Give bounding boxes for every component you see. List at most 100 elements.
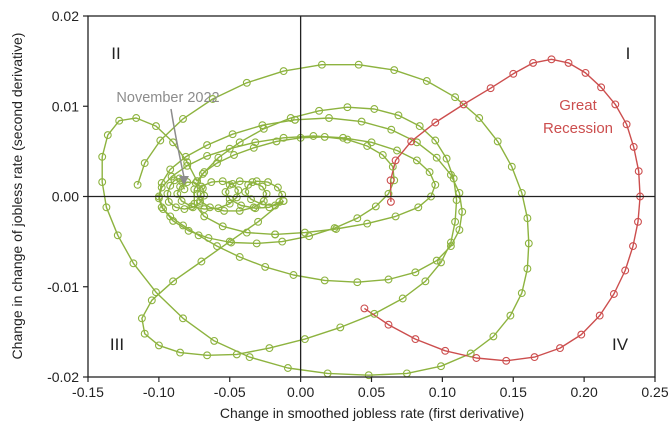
data-point-green (235, 253, 244, 261)
data-point-green (412, 156, 421, 165)
data-point-green (390, 176, 399, 185)
data-point-green (113, 231, 122, 240)
data-point-green (249, 143, 258, 152)
data-point-green (205, 203, 214, 212)
data-point-green (378, 151, 387, 159)
data-point-red (577, 330, 586, 339)
data-point-green (425, 168, 434, 177)
data-point-green (412, 138, 421, 147)
series-line-green (101, 63, 530, 376)
data-point-green (245, 353, 254, 362)
data-point-green (188, 203, 197, 212)
data-point-red (459, 100, 468, 109)
data-point-green (390, 66, 399, 75)
data-point-red (609, 290, 618, 298)
data-point-green (152, 288, 160, 297)
data-point-red (384, 320, 393, 329)
data-point-green (140, 329, 149, 338)
data-point-green (177, 197, 186, 205)
data-point-red (411, 335, 420, 344)
data-point-red (634, 167, 643, 176)
data-point-green (132, 114, 141, 122)
data-point-green (235, 177, 244, 186)
data-point-green (507, 162, 516, 171)
data-point-green (354, 60, 363, 69)
data-point-green (411, 268, 420, 277)
data-point-red (622, 120, 631, 129)
data-point-green (163, 189, 172, 198)
data-point-green (200, 212, 209, 221)
data-point-green (387, 125, 396, 134)
data-point-green (278, 237, 287, 246)
data-point-green (320, 276, 329, 285)
data-point-green (213, 159, 221, 168)
data-point-green (265, 344, 274, 353)
data-point-green (493, 137, 502, 146)
data-point-green (157, 203, 166, 212)
data-point-green (357, 117, 366, 126)
data-point-green (228, 130, 237, 139)
data-point-green (197, 257, 206, 266)
data-point-green (258, 182, 267, 191)
data-point-green (415, 122, 424, 131)
data-point-green (451, 217, 460, 226)
data-point-green (309, 132, 318, 140)
data-point-green (261, 262, 270, 271)
plot-points (98, 55, 645, 380)
data-point-green (129, 259, 138, 268)
data-point-green (343, 135, 352, 144)
data-point-green (157, 183, 166, 192)
data-point-green (242, 78, 251, 87)
data-point-green (431, 136, 440, 145)
data-point-green (200, 168, 209, 177)
data-point-green (157, 179, 166, 187)
data-point-green (181, 152, 190, 161)
data-point-green (391, 212, 400, 221)
data-point-green (197, 182, 206, 191)
data-point-green (190, 199, 199, 208)
great-recession-annotation-line1: Great (559, 97, 597, 114)
data-point-green (446, 238, 455, 247)
data-point-red (556, 344, 564, 353)
y-tick-label: -0.01 (47, 279, 79, 295)
data-point-green (247, 195, 255, 204)
data-point-green (364, 371, 373, 380)
data-point-green (252, 177, 261, 186)
data-point-green (339, 133, 348, 142)
data-point-red (486, 84, 495, 93)
data-point-green (140, 159, 149, 168)
data-point-green (248, 178, 257, 187)
data-point-green (200, 191, 209, 200)
data-point-red (441, 346, 450, 355)
data-point-green (225, 180, 234, 189)
data-point-green (271, 230, 280, 239)
data-point-green (147, 296, 156, 305)
data-point-green (176, 182, 185, 191)
data-point-red (472, 354, 481, 362)
data-point-green (234, 186, 243, 195)
data-point-green (371, 202, 380, 211)
series-line-green (158, 119, 395, 245)
november-2022-arrow-line (170, 108, 185, 178)
data-point-green (370, 309, 379, 318)
data-point-red (547, 55, 556, 64)
data-point-green (193, 177, 202, 186)
data-point-green (317, 60, 326, 69)
y-tick-label: 0.01 (52, 98, 79, 114)
x-tick-label: 0.25 (641, 384, 668, 400)
data-point-green (169, 277, 178, 286)
data-point-green (203, 151, 212, 160)
data-point-green (203, 351, 212, 360)
data-point-green (184, 226, 193, 235)
november-2022-arrow-head (179, 176, 189, 185)
data-point-green (271, 201, 280, 210)
data-point-green (458, 207, 467, 216)
data-point-green (289, 271, 298, 279)
data-point-green (394, 111, 403, 120)
data-point-red (360, 304, 369, 313)
x-tick-label: 0.15 (500, 384, 527, 400)
y-tick-label: 0.00 (52, 189, 79, 205)
data-point-red (530, 353, 539, 362)
data-point-green (384, 275, 393, 284)
y-axis-ticks: 0.02 0.01 0.00 -0.01 -0.02 (47, 8, 88, 385)
